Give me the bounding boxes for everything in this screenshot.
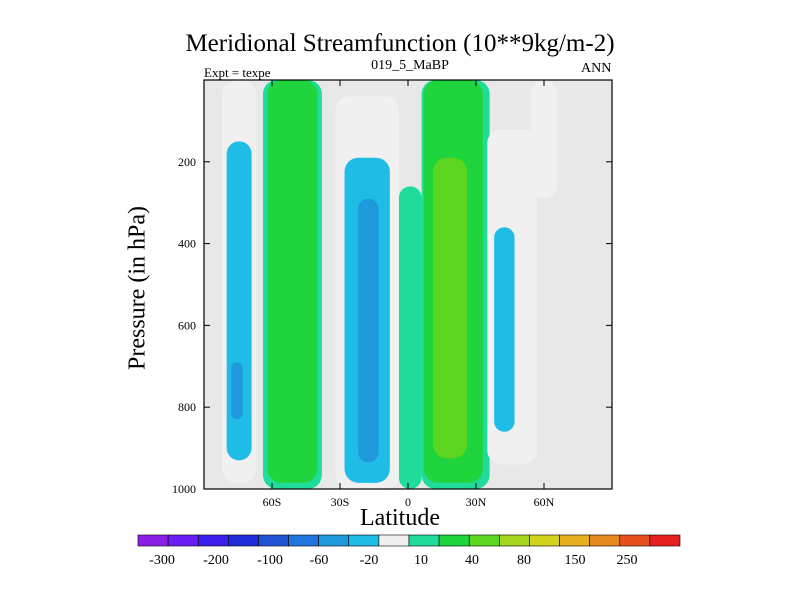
season-label: ANN: [581, 61, 612, 76]
cell-45n-mid: [494, 227, 515, 432]
colorbar-swatch: [197, 534, 229, 547]
colorbar-swatch: [167, 534, 199, 547]
contour-fields: [222, 80, 558, 489]
cell-50s-mid: [267, 80, 318, 483]
experiment-label: Expt = texpe: [204, 65, 271, 80]
colorbar-label: 250: [617, 553, 638, 568]
y-axis-label: Pressure (in hPa): [124, 206, 151, 370]
colorbar-swatch: [619, 534, 651, 547]
cell-60s-core: [231, 362, 243, 420]
cell-70n-cap: [530, 80, 558, 199]
colorbar-swatch: [348, 534, 380, 547]
colorbar-label: 10: [414, 553, 428, 568]
y-tick-label: 800: [178, 400, 196, 414]
colorbar-swatch: [137, 534, 169, 547]
colorbar-swatch: [318, 534, 350, 547]
x-tick-label: 30N: [466, 495, 487, 509]
x-tick-label: 60N: [534, 495, 555, 509]
x-axis-ticks: 60S 30S 0 30N 60N: [263, 80, 555, 509]
y-axis-ticks: 200 400 600 800 1000: [172, 155, 612, 496]
colorbar-swatch: [559, 534, 590, 547]
cell-0n-patch: [398, 186, 422, 489]
colorbar-swatch: [258, 534, 289, 547]
x-tick-label: 30S: [331, 495, 350, 509]
colorbar-swatch: [589, 534, 621, 547]
x-axis-label: Latitude: [360, 505, 440, 531]
x-tick-label: 60S: [263, 495, 282, 509]
y-tick-label: 400: [178, 237, 196, 251]
chart-title: Meridional Streamfunction (10**9kg/m-2): [185, 30, 615, 57]
colorbar-label: 40: [465, 553, 479, 568]
colorbar-label: -60: [310, 553, 329, 568]
colorbar-swatch: [378, 534, 410, 547]
colorbar-swatch: [288, 534, 319, 547]
colorbar-swatch: [408, 534, 440, 547]
y-tick-label: 200: [178, 155, 196, 169]
colorbar-swatch: [468, 534, 500, 547]
cell-20s-core: [358, 198, 379, 463]
colorbar-label: 80: [517, 553, 531, 568]
colorbar-swatch: [529, 534, 560, 547]
colorbar-label: -100: [257, 553, 283, 568]
y-tick-label: 600: [178, 318, 196, 332]
colorbar-label: -20: [360, 553, 379, 568]
colorbar-swatch: [228, 534, 259, 547]
colorbar-label: 150: [565, 553, 586, 568]
colorbar: -300 -200 -100 -60 -20 10 40 80 150 250: [137, 534, 681, 568]
colorbar-label: -200: [203, 553, 229, 568]
y-tick-label: 1000: [172, 482, 196, 496]
x-tick-label: 0: [405, 495, 411, 509]
colorbar-swatch: [499, 534, 530, 547]
colorbar-swatch: [438, 534, 470, 547]
chart-subtitle: 019_5_MaBP: [371, 58, 449, 73]
colorbar-swatch: [649, 534, 681, 547]
colorbar-label: -300: [149, 553, 175, 568]
cell-15n-core: [432, 157, 467, 459]
